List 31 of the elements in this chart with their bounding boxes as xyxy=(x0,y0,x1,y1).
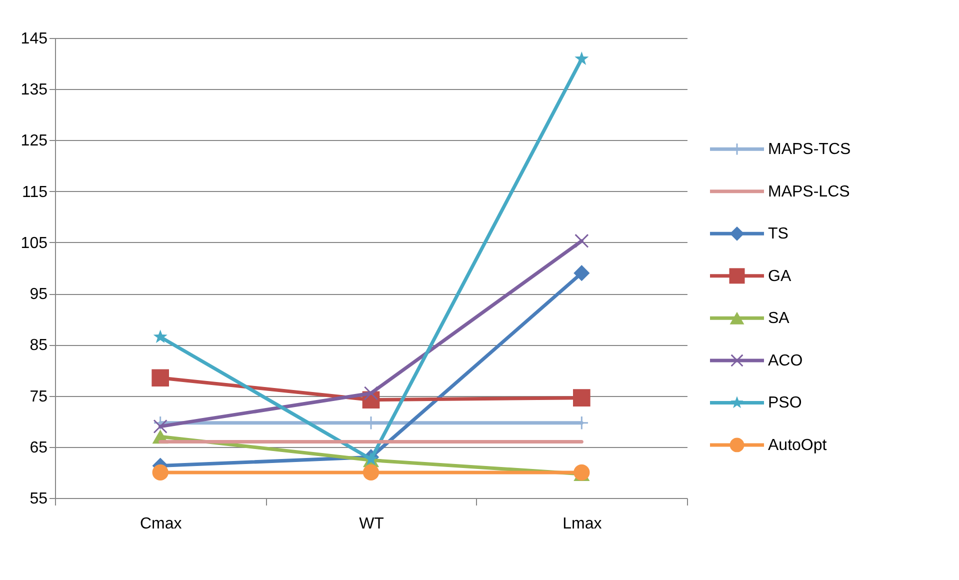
y-tick-label: 65 xyxy=(30,439,48,456)
point xyxy=(362,464,380,480)
point xyxy=(152,464,168,480)
y-tick-label: 105 xyxy=(20,234,48,252)
y-tick-label: 75 xyxy=(30,388,48,406)
y-tick-label: 85 xyxy=(30,337,48,354)
y-tick-label: 55 xyxy=(30,490,48,508)
legend-label: PSO xyxy=(768,394,802,412)
point xyxy=(573,389,590,406)
point xyxy=(574,234,589,248)
legend-label: ACO xyxy=(768,352,803,370)
point xyxy=(364,386,378,400)
legend-label: AutoOpt xyxy=(768,436,828,454)
legend-label: MAPS-TCS xyxy=(768,141,851,158)
point xyxy=(574,265,590,282)
point xyxy=(152,369,169,387)
y-tick-label: 145 xyxy=(20,30,48,48)
y-tick-label: 125 xyxy=(20,132,48,150)
legend-label: TS xyxy=(768,226,788,243)
x-tick-label: WT xyxy=(359,516,384,532)
y-tick-label: 95 xyxy=(30,286,48,304)
x-tick-label: Cmax xyxy=(140,516,182,532)
x-tick-label: Lmax xyxy=(562,516,602,532)
legend-label: GA xyxy=(768,268,792,285)
point xyxy=(153,419,168,434)
point xyxy=(153,330,168,344)
y-tick-label: 135 xyxy=(20,82,48,99)
legend-label: SA xyxy=(768,310,790,328)
legend-label: MAPS-LCS xyxy=(768,183,850,200)
y-tick-label: 115 xyxy=(22,184,48,201)
point xyxy=(574,52,589,65)
